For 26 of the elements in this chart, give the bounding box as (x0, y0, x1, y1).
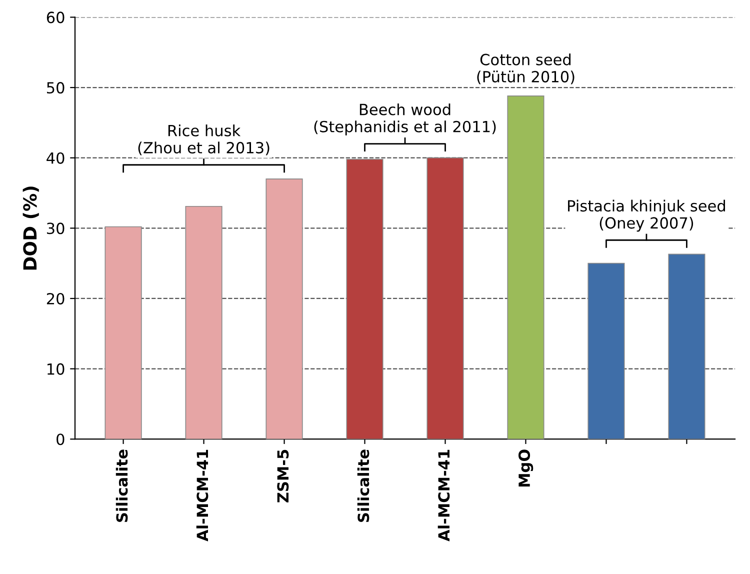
bar (185, 206, 222, 440)
bar (426, 157, 464, 440)
bar (588, 262, 625, 440)
annotation: Rice husk (Zhou et al 2013) (138, 124, 270, 156)
bar (507, 96, 544, 440)
y-tick-label: 10 (48, 363, 64, 375)
x-tick-label: Silicalite (357, 450, 370, 522)
y-axis-title: DOD (%) (22, 186, 39, 270)
x-tick-label: MgO (518, 450, 534, 487)
bar (668, 254, 706, 440)
x-tick-label: Silicalite (116, 450, 128, 522)
y-tick-label: 40 (46, 152, 64, 164)
x-tick-label: Al-MCM-41 (438, 450, 450, 542)
bar (104, 226, 142, 440)
bar (346, 158, 384, 440)
y-tick-label: 50 (47, 82, 64, 94)
x-tick-label: ZSM-5 (277, 450, 289, 502)
y-tick-label: 0 (56, 434, 64, 446)
annotation: Pistacia khinjuk seed (Oney 2007) (568, 200, 725, 232)
annotation: Cotton seed (Pütün 2010) (477, 54, 574, 84)
bar (266, 178, 303, 440)
y-tick-label: 60 (46, 12, 64, 24)
x-tick-label: Al-MCM-41 (196, 450, 208, 542)
y-tick-label: 30 (47, 222, 64, 234)
y-tick-label: 20 (46, 292, 64, 304)
annotation: Beech wood (Stephanidis et al 2011) (314, 103, 496, 136)
